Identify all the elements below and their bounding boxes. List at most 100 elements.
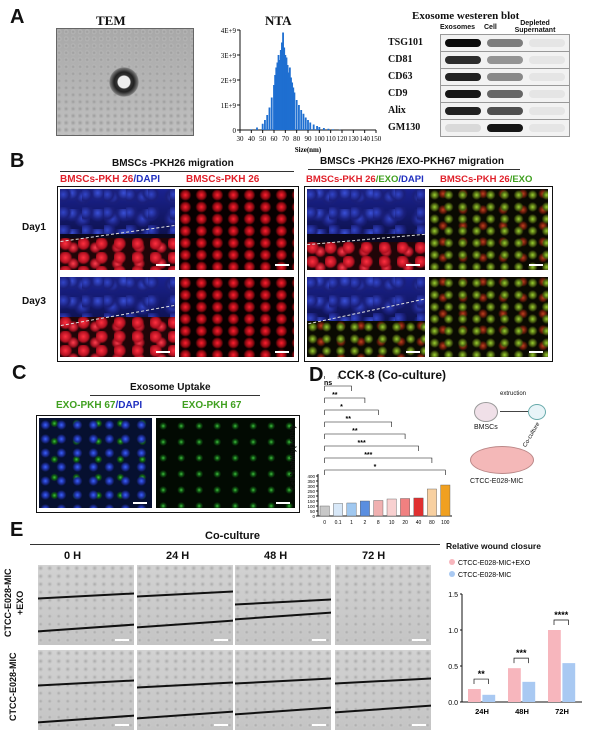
b-col4-label: BMSCs-PKH 26/EXO xyxy=(440,174,532,185)
wound-edge-line xyxy=(137,590,233,598)
wound-image xyxy=(137,650,233,730)
nta-ytick-label: 0 xyxy=(233,127,237,135)
b-day3-red-image xyxy=(179,277,294,357)
wb-band xyxy=(487,73,523,81)
c-right-label: EXO-PKH 67 xyxy=(182,400,242,411)
cck-sig-bracket xyxy=(324,469,446,475)
scale-bar xyxy=(412,724,426,726)
b-col1-blue: /DAPI xyxy=(133,174,161,185)
cck-ytick-label: 0 xyxy=(312,514,315,519)
c-frame xyxy=(36,415,300,513)
b-col3-green: /EXO xyxy=(375,174,399,185)
wc-bar xyxy=(482,694,496,702)
wound-edge-line xyxy=(335,704,431,714)
nta-bar xyxy=(281,42,283,130)
nta-ytick-label: 1E+9 xyxy=(221,102,237,110)
nta-bar xyxy=(250,129,253,130)
wb-band xyxy=(445,107,481,115)
wb-band-strip xyxy=(440,68,570,86)
cck-sig-label: *** xyxy=(358,440,366,447)
wc-legend-label: CTCC-E028-MIC xyxy=(458,572,511,579)
b-day3-exo-image xyxy=(429,277,548,357)
nta-bar xyxy=(256,127,258,130)
extraction-arrow-icon xyxy=(500,411,528,412)
panel-label-c: C xyxy=(12,362,27,384)
b-col4-green: /EXO xyxy=(509,174,533,185)
cck-bar xyxy=(360,500,370,517)
scale-bar xyxy=(312,724,326,726)
d-bmsc-label: BMSCs xyxy=(474,424,498,431)
wb-band-strip xyxy=(440,34,570,52)
cck-ytick-label: 300 xyxy=(307,484,315,489)
c-left-blue: /DAPI xyxy=(115,400,143,411)
nta-bar xyxy=(298,105,300,130)
wound-closure-chart: CTCC-E028-MIC+EXO CTCC-E028-MIC 0.0 0.5 1.0 1… xyxy=(448,559,582,716)
scale-bar xyxy=(115,724,129,726)
cck-xtick-label: 1 xyxy=(350,520,353,526)
nta-xtick-label: 120 xyxy=(337,135,348,143)
nta-bar xyxy=(309,122,312,130)
nta-bar xyxy=(278,60,281,130)
scale-bar xyxy=(115,639,129,641)
cck-sig-label: ** xyxy=(352,428,358,435)
e-time-48: 48 H xyxy=(264,550,288,562)
wb-row: GM130 xyxy=(388,119,570,137)
wound-image xyxy=(38,650,134,730)
nta-bar xyxy=(279,50,282,130)
tem-title: TEM xyxy=(96,13,126,28)
wb-col-exosomes: Exosomes xyxy=(440,24,476,31)
nta-bar xyxy=(322,128,325,130)
wound-edge-line xyxy=(137,681,233,689)
cck-sig-bracket xyxy=(324,376,339,379)
cck-sig-bracket xyxy=(324,433,406,439)
wound-edge-line xyxy=(335,677,431,685)
nta-bar xyxy=(282,32,284,130)
panel-label-d: D xyxy=(309,364,324,386)
d-title: CCK-8 (Co-culture) xyxy=(338,368,446,382)
c-green-image xyxy=(156,418,295,508)
nta-title: NTA xyxy=(265,13,292,28)
wound-edge-line xyxy=(38,714,134,724)
e-row1-label: CTCC-E028-MIC +EXO xyxy=(3,568,25,638)
nta-bar xyxy=(261,123,264,130)
wb-band xyxy=(529,90,565,98)
cck-bar xyxy=(373,500,384,517)
wound-edge-line xyxy=(38,679,134,687)
wb-band xyxy=(445,56,481,64)
wb-band xyxy=(445,90,481,98)
wc-sig-bracket xyxy=(513,657,529,664)
wb-band xyxy=(529,107,565,115)
nta-bar xyxy=(293,92,296,130)
c-left-label: EXO-PKH 67/DAPI xyxy=(56,400,142,411)
nta-xtick-label: 60 xyxy=(271,135,279,143)
nta-xtick-label: 150 xyxy=(371,135,382,143)
nta-bar xyxy=(288,67,291,130)
nta-ytick-label: 4E+9 xyxy=(221,27,237,35)
wb-band xyxy=(529,56,565,64)
b-right-rule xyxy=(308,169,520,170)
e-row2-label: CTCC-E028-MIC xyxy=(8,652,18,722)
wound-edge-line xyxy=(137,710,233,720)
wc-sig-label: ** xyxy=(478,669,486,679)
scale-bar xyxy=(214,639,228,641)
wc-sig-bracket xyxy=(553,619,569,625)
e-rule xyxy=(30,544,440,545)
wb-row: CD63 xyxy=(388,68,570,86)
exosome-vial-icon xyxy=(528,404,546,420)
wc-legend-swatch xyxy=(449,559,455,565)
cck-ytick-label: 400 xyxy=(307,474,315,479)
d-dish-label: CTCC-E028-MIC xyxy=(470,478,524,485)
b-day3-merge-image xyxy=(60,277,175,357)
cck-sig-bracket xyxy=(324,457,433,463)
cck-xtick-label: 2 xyxy=(364,520,367,526)
b-row-day3: Day3 xyxy=(22,296,46,307)
e-graph-title: Relative wound closure xyxy=(446,541,541,551)
c-rule xyxy=(90,395,260,396)
cck-bar xyxy=(333,503,343,517)
cck-xtick-label: 0 xyxy=(323,520,326,526)
cck-sig-label: * xyxy=(340,404,343,411)
cck-ytick-label: 350 xyxy=(307,479,315,484)
wb-band-strip xyxy=(440,51,570,69)
wb-row-label: GM130 xyxy=(388,122,421,133)
b-day1-exo-image xyxy=(429,189,548,270)
